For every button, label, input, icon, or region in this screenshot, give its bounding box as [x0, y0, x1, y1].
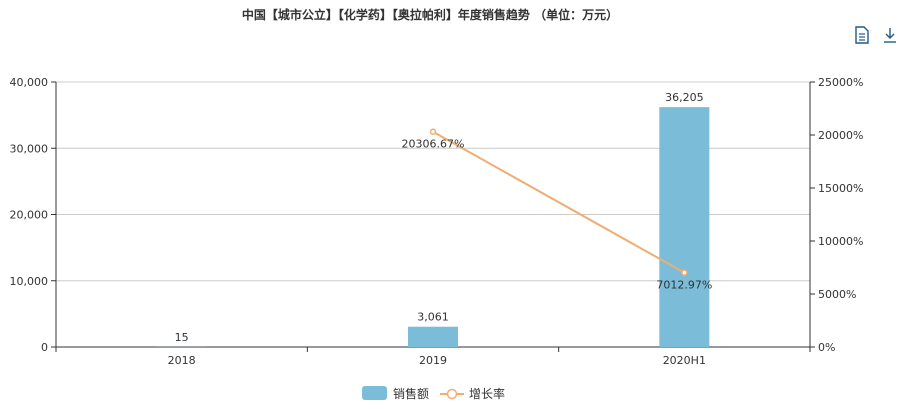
x-tick-label: 2019 — [419, 354, 447, 367]
chart-toolbar — [854, 26, 898, 44]
chart-title: 中国【城市公立】【化学药】【奥拉帕利】年度销售趋势 （单位：万元） — [241, 8, 619, 22]
y-right-tick-label: 25000% — [818, 76, 863, 89]
bar-value-label: 36,205 — [665, 91, 704, 104]
y-right-tick-label: 10000% — [818, 235, 863, 248]
download-icon[interactable] — [882, 26, 898, 44]
y-left-tick-label: 40,000 — [10, 76, 49, 89]
y-right-tick-label: 20000% — [818, 129, 863, 142]
bar — [408, 326, 458, 347]
y-left-tick-label: 20,000 — [10, 209, 49, 222]
x-tick-label: 2020H1 — [663, 354, 706, 367]
growth-line — [432, 130, 685, 274]
legend-bar-swatch — [362, 386, 387, 400]
y-left-tick-label: 30,000 — [10, 142, 49, 155]
y-left-tick-label: 0 — [41, 341, 48, 354]
x-tick-label: 2018 — [168, 354, 196, 367]
legend-line-marker — [446, 388, 458, 400]
bar-value-label: 15 — [175, 331, 189, 344]
y-right-tick-label: 15000% — [818, 182, 863, 195]
y-right-tick-label: 0% — [818, 341, 835, 354]
legend-line-label: 增长率 — [469, 386, 505, 401]
bar — [659, 107, 710, 347]
growth-point — [429, 128, 437, 135]
growth-point — [681, 269, 688, 276]
y-right-tick-label: 5000% — [818, 288, 856, 301]
y-left-tick-label: 10,000 — [10, 275, 49, 288]
legend-bar-label: 销售额 — [393, 386, 429, 401]
growth-value-label: 7012.97% — [656, 279, 712, 292]
growth-value-label: 20306.67% — [402, 138, 465, 151]
bar-value-label: 3,061 — [417, 311, 449, 324]
data-view-icon[interactable] — [854, 26, 870, 44]
